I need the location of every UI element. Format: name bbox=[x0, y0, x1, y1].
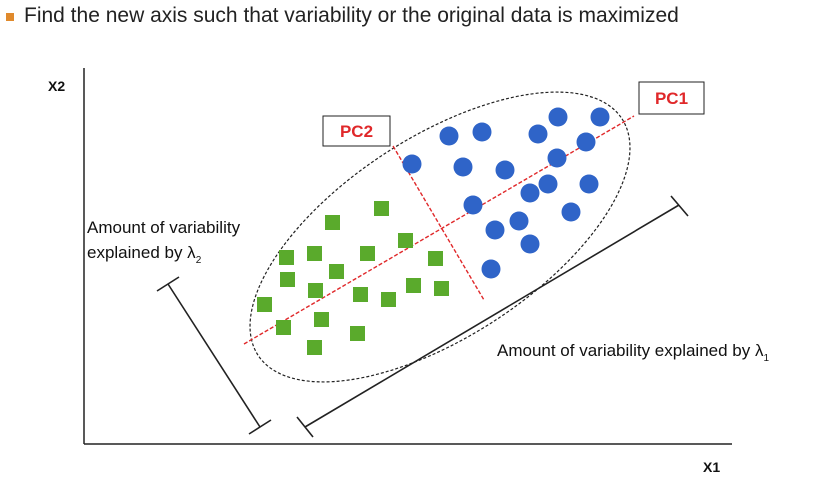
circle-point bbox=[481, 259, 501, 279]
y-axis-label: X2 bbox=[48, 78, 65, 94]
circle-point bbox=[439, 126, 459, 146]
circle-point bbox=[528, 124, 548, 144]
square-point bbox=[406, 278, 421, 293]
pc1-label-box bbox=[638, 81, 705, 115]
circle-point bbox=[495, 160, 515, 180]
square-point bbox=[307, 340, 322, 355]
circle-point bbox=[485, 220, 505, 240]
square-point bbox=[434, 281, 449, 296]
pc1-axis-line bbox=[243, 115, 635, 345]
heading-text: Find the new axis such that variability … bbox=[24, 4, 679, 27]
circle-point bbox=[547, 148, 567, 168]
heading: Find the new axis such that variability … bbox=[6, 4, 679, 28]
square-point bbox=[276, 320, 291, 335]
square-point bbox=[325, 215, 340, 230]
x-axis-label: X1 bbox=[703, 459, 720, 475]
square-point bbox=[257, 297, 272, 312]
square-point bbox=[381, 292, 396, 307]
square-point bbox=[280, 272, 295, 287]
circle-point bbox=[576, 132, 596, 152]
circle-point bbox=[402, 154, 422, 174]
lambda2-text-line1: Amount of variability bbox=[87, 218, 241, 237]
circle-point bbox=[472, 122, 492, 142]
pc1-label: PC1 bbox=[655, 89, 688, 108]
circle-point bbox=[520, 234, 540, 254]
square-point bbox=[374, 201, 389, 216]
circle-point bbox=[509, 211, 529, 231]
circle-point bbox=[590, 107, 610, 127]
bullet-icon bbox=[6, 13, 14, 21]
circle-point bbox=[561, 202, 581, 222]
square-point bbox=[314, 312, 329, 327]
square-point bbox=[360, 246, 375, 261]
circle-point bbox=[538, 174, 558, 194]
square-point bbox=[279, 250, 294, 265]
circle-point bbox=[579, 174, 599, 194]
square-point bbox=[350, 326, 365, 341]
class-b-circles bbox=[402, 107, 610, 279]
circle-point bbox=[463, 195, 483, 215]
pc2-label-box bbox=[322, 115, 391, 147]
square-point bbox=[428, 251, 443, 266]
data-ellipse bbox=[249, 91, 631, 383]
square-point bbox=[398, 233, 413, 248]
circle-point bbox=[520, 183, 540, 203]
square-point bbox=[353, 287, 368, 302]
square-point bbox=[308, 283, 323, 298]
square-point bbox=[307, 246, 322, 261]
circle-point bbox=[453, 157, 473, 177]
circle-point bbox=[548, 107, 568, 127]
lambda1-text: Amount of variability explained by λ1 bbox=[497, 341, 769, 364]
lambda1-bracket bbox=[296, 195, 689, 438]
square-point bbox=[329, 264, 344, 279]
lambda2-bracket bbox=[156, 276, 272, 435]
pc2-label: PC2 bbox=[340, 122, 373, 141]
lambda2-text-line2: explained by λ2 bbox=[87, 243, 202, 266]
class-a-squares bbox=[257, 201, 449, 355]
